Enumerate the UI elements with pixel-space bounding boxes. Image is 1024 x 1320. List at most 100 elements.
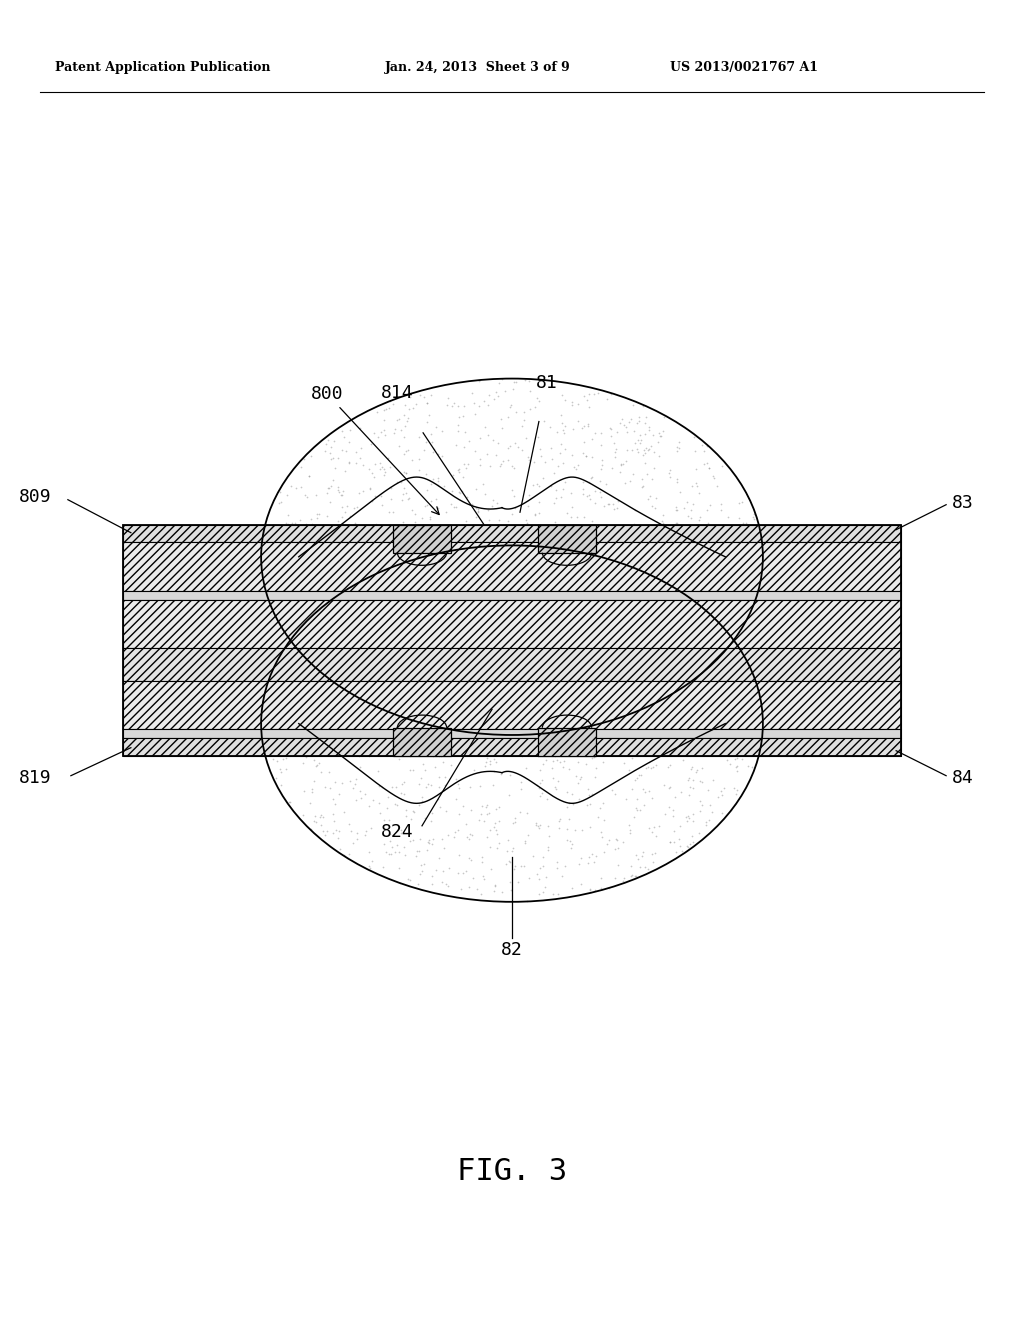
Point: [338, 441, 354, 462]
Point: [278, 747, 294, 768]
Point: [579, 552, 595, 573]
Point: [600, 692, 616, 713]
Point: [505, 813, 521, 834]
Point: [268, 569, 285, 590]
Point: [308, 503, 325, 524]
Point: [506, 457, 522, 478]
Point: [275, 719, 292, 741]
Point: [656, 701, 673, 722]
Point: [331, 480, 347, 502]
Point: [569, 577, 586, 598]
Point: [605, 660, 622, 681]
Point: [455, 628, 471, 649]
Point: [394, 512, 411, 533]
Point: [688, 626, 705, 647]
Point: [531, 618, 548, 639]
Point: [621, 593, 637, 614]
Point: [650, 612, 667, 634]
Point: [490, 543, 507, 564]
Point: [389, 795, 406, 816]
Point: [630, 442, 646, 463]
Point: [537, 709, 553, 730]
Point: [632, 432, 648, 453]
Point: [337, 502, 353, 523]
Point: [419, 560, 435, 581]
Point: [354, 622, 371, 643]
Point: [505, 484, 521, 506]
Point: [669, 667, 685, 688]
Point: [490, 372, 507, 393]
Point: [361, 857, 378, 878]
Point: [451, 407, 467, 428]
Point: [484, 490, 501, 511]
Point: [431, 564, 447, 585]
Point: [271, 742, 288, 763]
Point: [615, 414, 632, 436]
Point: [640, 614, 656, 635]
Point: [294, 714, 310, 735]
Point: [555, 418, 571, 440]
Point: [446, 821, 463, 842]
Point: [616, 701, 633, 722]
Point: [731, 673, 748, 694]
Point: [613, 689, 630, 710]
Point: [684, 477, 700, 498]
Point: [315, 653, 332, 675]
Point: [679, 672, 695, 693]
Point: [450, 587, 466, 609]
Point: [570, 772, 587, 793]
Point: [632, 632, 648, 653]
Point: [690, 510, 707, 531]
Point: [549, 690, 565, 711]
Point: [458, 689, 474, 710]
Point: [654, 420, 671, 441]
Point: [508, 735, 524, 756]
Point: [401, 830, 418, 851]
Point: [397, 639, 414, 660]
Point: [713, 553, 729, 574]
Point: [644, 636, 660, 657]
Point: [401, 553, 418, 574]
Point: [679, 810, 695, 832]
Point: [660, 611, 677, 632]
Point: [268, 735, 285, 756]
Point: [530, 883, 547, 904]
Point: [508, 568, 524, 589]
Point: [595, 626, 611, 647]
Point: [731, 492, 748, 513]
Point: [539, 622, 555, 643]
Point: [520, 825, 537, 846]
Point: [703, 524, 720, 545]
Point: [506, 539, 522, 560]
Point: [531, 651, 548, 672]
Point: [638, 437, 654, 458]
Point: [371, 529, 387, 550]
Point: [413, 863, 429, 884]
Point: [514, 582, 530, 603]
Point: [268, 583, 285, 605]
Point: [497, 554, 513, 576]
Point: [485, 388, 502, 409]
Point: [622, 638, 638, 659]
Point: [430, 680, 446, 701]
Bar: [123, 524, 901, 755]
Point: [381, 668, 397, 689]
Point: [607, 784, 624, 805]
Point: [644, 425, 660, 446]
Point: [551, 817, 567, 838]
Point: [419, 840, 435, 861]
Point: [503, 715, 519, 737]
Point: [593, 487, 609, 508]
Point: [383, 676, 399, 697]
Point: [464, 549, 480, 570]
Point: [469, 665, 485, 686]
Point: [535, 467, 551, 488]
Point: [384, 610, 400, 631]
Point: [356, 825, 373, 846]
Point: [434, 871, 451, 892]
Point: [450, 420, 466, 441]
Point: [365, 734, 381, 755]
Point: [633, 598, 649, 619]
Point: [680, 603, 696, 624]
Point: [437, 706, 454, 727]
